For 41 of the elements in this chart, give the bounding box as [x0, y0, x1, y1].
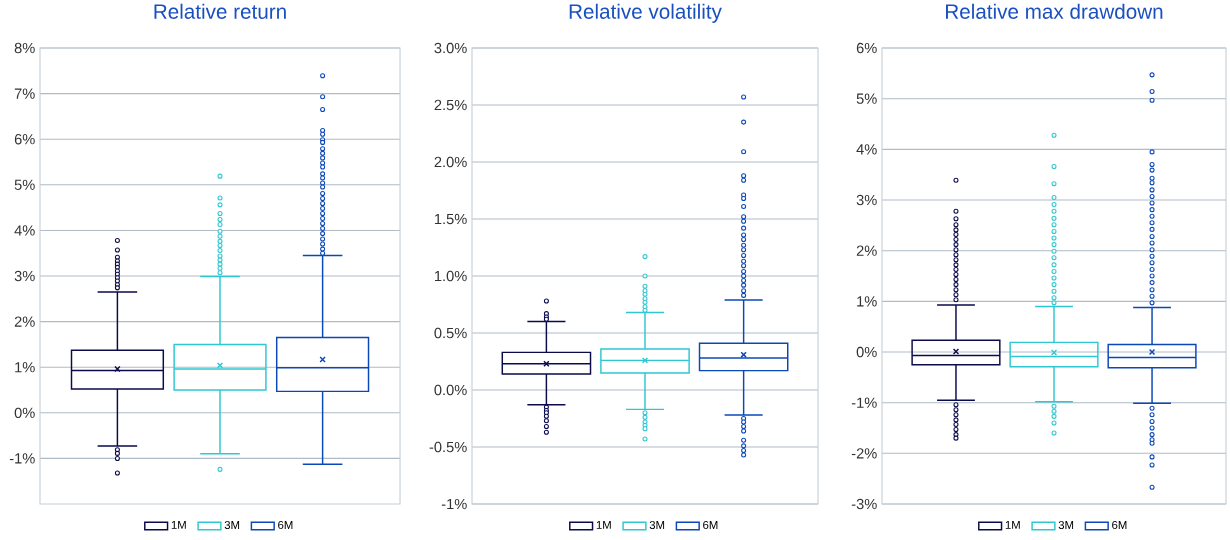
- y-tick-label: 1%: [15, 362, 35, 373]
- y-tick-label: 0%: [856, 346, 877, 358]
- y-tick-label: 2%: [856, 245, 877, 256]
- legend-label: 1M: [171, 521, 186, 529]
- legend-label: 3M: [649, 521, 665, 530]
- legend-label: 3M: [224, 521, 240, 530]
- y-tick-label: 7%: [14, 88, 35, 99]
- y-tick-label: -0.5%: [429, 441, 467, 453]
- y-tick-label: -1%: [441, 498, 467, 510]
- legend-label: 6M: [1112, 521, 1127, 530]
- y-tick-label: 5%: [856, 93, 877, 104]
- chart-title: Relative max drawdown: [946, 3, 1163, 19]
- y-tick-label: -2%: [851, 448, 877, 459]
- legend-label: 6M: [278, 521, 293, 530]
- y-tick-label: 1%: [857, 296, 877, 307]
- y-tick-label: 0.0%: [434, 384, 467, 396]
- y-tick-label: 4%: [14, 225, 35, 236]
- y-tick-label: 1.0%: [434, 270, 467, 282]
- y-tick-label: 8%: [14, 42, 35, 54]
- chart-title: Relative return: [154, 3, 286, 19]
- y-tick-label: 3%: [14, 270, 35, 282]
- y-tick-label: 3.0%: [434, 42, 467, 54]
- y-tick-label: 2.5%: [434, 99, 467, 111]
- y-tick-label: 1.5%: [434, 213, 467, 225]
- y-tick-label: 4%: [856, 144, 877, 155]
- legend-label: 6M: [703, 521, 718, 530]
- y-tick-label: 2.0%: [434, 156, 467, 168]
- legend-label: 3M: [1058, 521, 1074, 530]
- y-tick-label: 0.5%: [434, 327, 467, 339]
- y-tick-label: -1%: [9, 453, 35, 464]
- legend-label: 1M: [596, 521, 611, 529]
- y-tick-label: 5%: [14, 179, 35, 190]
- y-tick-label: 6%: [14, 134, 35, 145]
- y-tick-label: 2%: [14, 316, 35, 327]
- chart-title: Relative volatility: [569, 3, 722, 23]
- y-tick-label: 6%: [856, 42, 877, 54]
- y-tick-label: 3%: [856, 194, 877, 206]
- y-tick-label: 0%: [14, 407, 35, 418]
- legend-label: 1M: [1005, 521, 1020, 529]
- y-tick-label: -1%: [851, 397, 877, 408]
- y-tick-label: -3%: [851, 498, 877, 510]
